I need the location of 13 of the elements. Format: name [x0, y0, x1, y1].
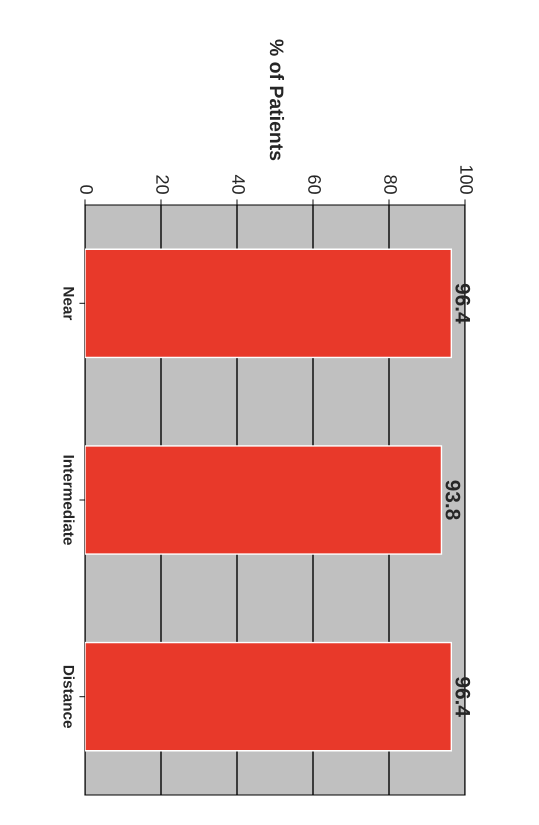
y-tick-label: Near — [63, 287, 74, 320]
x-tick-label: 40 — [232, 174, 245, 194]
y-tick-label: Distance — [63, 666, 75, 728]
x-tick-label: 0 — [80, 185, 93, 194]
x-tick-label: 80 — [384, 175, 397, 194]
y-tick-label: Intermediate — [63, 456, 75, 545]
y-axis-title: % of Patients — [270, 39, 284, 160]
data-label: 96.4 — [455, 284, 470, 324]
x-tick-label: 100 — [460, 166, 473, 194]
x-tick-label: 60 — [308, 175, 321, 194]
data-label: 96.4 — [455, 677, 470, 717]
data-label: 93.8 — [446, 480, 460, 520]
x-tick-label: 20 — [156, 175, 169, 194]
